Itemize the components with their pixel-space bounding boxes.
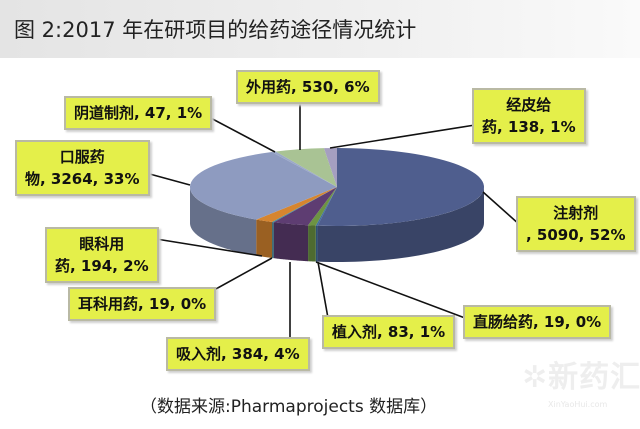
leader-line [149,237,263,257]
pie-slice [315,187,337,226]
pie-slice-side [317,187,484,262]
data-label: 注射剂, 5090, 52% [516,196,636,252]
leader-line [482,191,521,226]
leader-line [315,261,466,319]
chart-title: 图 2:2017 年在研项目的给药途径情况统计 [14,18,417,42]
pie-slice-side [256,219,273,258]
data-source-note: （数据来源:Pharmaprojects 数据库） [140,397,438,417]
pie-slice [323,148,337,187]
title-bar: 图 2:2017 年在研项目的给药途径情况统计 [0,0,640,58]
data-label: 眼科用 药, 194, 2% [45,227,159,283]
watermark-text: 新药汇 [548,360,640,395]
pie-slice-side [308,225,316,262]
watermark-logo: ✲新药汇 [522,362,640,394]
data-label: 耳科用药, 19, 0% [68,287,217,321]
data-label: 吸入剂, 384, 4% [166,337,310,371]
leader-lines [134,100,521,338]
data-label: 直肠给药, 19, 0% [463,305,612,339]
watermark-flower-icon: ✲ [522,360,549,395]
data-label: 外用药, 530, 6% [236,70,380,104]
pie-slice-side [315,225,318,262]
data-label: 阴道制剂, 47, 1% [64,96,213,130]
pie-slice [273,187,337,226]
leader-line [317,261,329,319]
watermark-url: XinYaoHui.com [548,400,608,409]
pie-slice-side [273,222,309,262]
pie-slice [272,187,337,223]
pie-slice [275,148,337,187]
data-label: 经皮给 药, 138, 1% [472,88,586,144]
pie-slice [317,148,484,226]
leader-line [204,114,276,153]
pie-slice [256,187,337,222]
pie-slice-side [272,221,274,259]
data-label: 口服药 物, 3264, 33% [15,140,150,196]
pie-slice-side [190,187,257,256]
pie-slice [271,151,337,187]
pie-slice [308,187,337,226]
pie-slice [190,152,337,220]
data-label: 植入剂, 83, 1% [322,315,456,349]
leader-line [329,124,476,149]
